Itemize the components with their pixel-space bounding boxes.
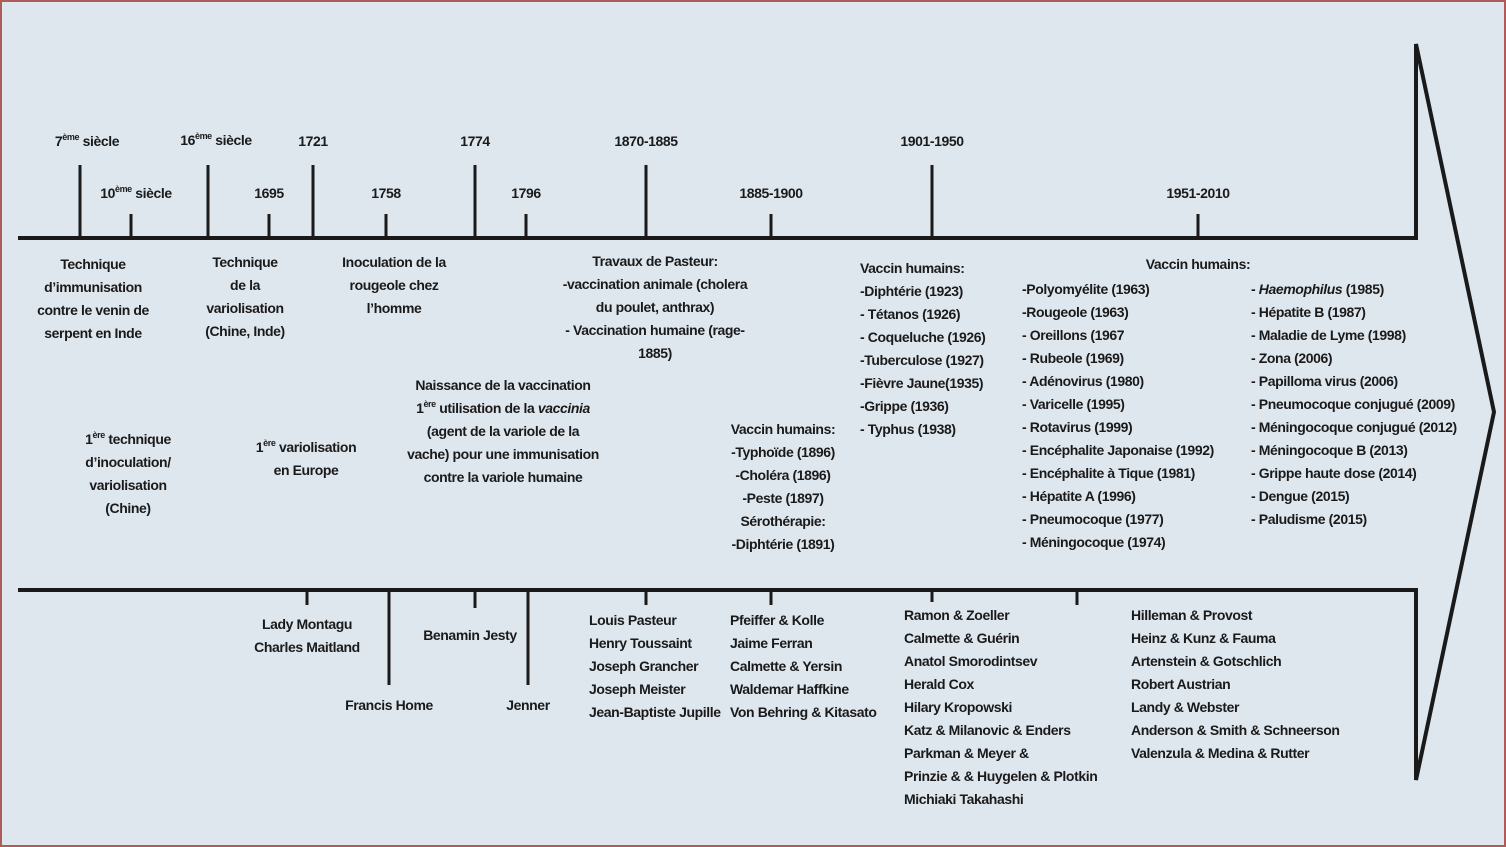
date-16eme-siecle: 16ème siècle <box>180 131 252 149</box>
date-1695: 1695 <box>254 185 284 201</box>
event-first-inoculation: 1ère technique d’inoculation/ variolisat… <box>85 430 171 517</box>
people-hilleman-group: Hilleman & Provost Heinz & Kunz & Fauma … <box>1131 607 1340 761</box>
event-rougeole-inoculation: Inoculation de la rougeole chez l’homme <box>342 254 446 316</box>
people-montagu-maitland: Lady Montagu Charles Maitland <box>254 616 360 655</box>
event-vaccins-1951-2010-col2: - Haemophilus (1985) - Hépatite B (1987)… <box>1251 281 1457 527</box>
event-variolisation-technique: Technique de la variolisation (Chine, In… <box>205 254 285 339</box>
date-1758: 1758 <box>371 185 401 201</box>
event-serpent-immunisation: Technique d’immunisation contre le venin… <box>37 256 149 341</box>
date-7eme-siecle: 7ème siècle <box>54 132 120 150</box>
event-pasteur-works: Travaux de Pasteur: -vaccination animale… <box>562 253 748 361</box>
event-vaccins-1951-2010-col1: -Polyomyélite (1963) -Rougeole (1963) - … <box>1022 281 1214 550</box>
date-10eme-siecle: 10ème siècle <box>100 184 172 202</box>
people-benamin-jesty: Benamin Jesty <box>423 627 517 643</box>
people-jenner: Jenner <box>506 697 550 713</box>
event-naissance-vaccination: Naissance de la vaccination 1ère utilisa… <box>407 377 599 485</box>
date-1870-1885: 1870-1885 <box>614 133 678 149</box>
people-francis-home: Francis Home <box>345 697 433 713</box>
date-1774: 1774 <box>460 133 490 149</box>
people-pasteur-group: Louis Pasteur Henry Toussaint Joseph Gra… <box>589 612 721 720</box>
event-first-variolisation-europe: 1ère variolisation en Europe <box>255 438 357 479</box>
people-pfeiffer-group: Pfeiffer & Kolle Jaime Ferran Calmette &… <box>730 612 877 720</box>
people-ramon-group: Ramon & Zoeller Calmette & Guérin Anatol… <box>904 607 1098 807</box>
arrow-outline <box>18 43 1497 781</box>
date-1721: 1721 <box>298 133 328 149</box>
date-1951-2010: 1951-2010 <box>1166 185 1230 201</box>
date-1901-1950: 1901-1950 <box>900 133 964 149</box>
event-vaccins-1901-1950: Vaccin humains: -Diphtérie (1923) - Téta… <box>860 260 986 437</box>
date-1885-1900: 1885-1900 <box>739 185 803 201</box>
event-vaccins-1951-2010-title: Vaccin humains: <box>1145 256 1251 272</box>
event-vaccins-1885-1900: Vaccin humains: -Typhoïde (1896) -Cholér… <box>730 421 836 552</box>
date-1796: 1796 <box>511 185 541 201</box>
